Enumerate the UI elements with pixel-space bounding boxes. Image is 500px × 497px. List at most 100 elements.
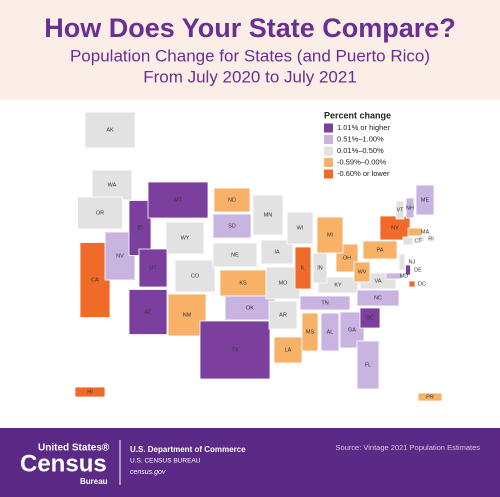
state-shape [417,392,443,402]
state-label: TX [231,347,238,353]
state-label: OR [96,210,104,216]
department: U.S. Department of Commerce [130,445,246,454]
header-background [0,0,500,100]
state-shape [408,280,416,288]
state-label: HI [87,389,93,395]
state-label: NY [391,225,399,231]
state-shape [199,320,271,380]
state-label: NM [183,312,192,318]
state-label: ME [421,197,430,203]
state-shape [320,312,340,352]
state-label: ND [228,197,236,203]
state-shape [212,242,258,268]
state-shape [286,211,314,245]
subtitle: Population Change for States (and Puerto… [70,46,430,65]
state-label: NH [406,205,414,211]
state-label: NE [231,252,239,258]
state-shape [128,289,168,335]
state-label: CT [414,238,422,244]
state-label: MI [327,232,334,238]
state-shape [294,246,312,290]
state-shape [268,300,298,330]
state-label: NC [374,295,382,301]
state-shape [174,259,216,293]
state-label: IA [274,249,280,255]
state-label: RI [428,236,434,242]
website[interactable]: census.gov [130,469,166,476]
state-shape [379,215,411,241]
state-label: VT [396,207,404,213]
state-shape [415,184,435,216]
state-label: WY [181,235,190,241]
state-label: CO [191,273,200,279]
state-label: LA [285,347,292,353]
state-shape [395,200,405,220]
state-shape [147,181,209,219]
state-label: CA [91,277,99,283]
state-shape [405,197,415,219]
state-shape [407,227,423,237]
state-label: FL [365,362,371,368]
legend-label: -0.60% or lower [337,169,390,178]
state-label: OK [246,305,254,311]
state-label: MT [174,197,183,203]
state-label: SC [366,315,374,321]
state-label: SD [228,223,236,229]
state-shape [317,276,359,294]
state-shape [301,312,319,352]
legend-swatch [324,135,333,144]
legend-swatch [324,158,333,167]
state-shape [91,169,133,201]
state-label: PA [377,247,384,253]
state-shape [316,216,344,254]
state-label: DE [414,267,422,273]
state-shape [213,187,251,213]
state-label: ID [137,225,143,231]
state-label: MD [400,273,409,279]
state-shape [362,240,398,260]
state-label: AK [106,127,114,133]
state-shape [417,235,425,243]
state-shape [212,213,252,239]
state-label: GA [348,327,356,333]
state-label: NV [116,253,124,259]
state-label: OH [343,255,351,261]
state-shape [359,307,381,329]
legend-title: Percent change [324,110,391,120]
legend-label: -0.59%–0.00% [337,157,387,166]
legend-label: 1.01% or higher [337,123,390,132]
logo-bottom: Bureau [80,477,108,486]
state-label: WA [108,182,117,188]
logo-top: United States® [38,443,110,454]
legend-swatch [324,169,333,179]
legend-label: 0.01%–0.50% [337,146,384,155]
state-label: PR [426,394,434,400]
state-label: IN [317,265,323,271]
logo-main: Census [20,450,107,477]
legend-swatch [324,146,333,156]
state-label: MN [264,212,273,218]
bureau: U.S. CENSUS BUREAU [130,458,201,465]
state-shape [398,253,406,271]
state-shape [405,264,411,276]
state-shape [299,295,351,311]
state-shape [252,194,284,236]
state-label: AZ [144,309,152,315]
state-label: DC [418,281,426,287]
state-label: WV [358,269,367,275]
legend-swatch [324,123,333,133]
state-label: MS [306,329,315,335]
state-shape [138,248,168,288]
state-label: WI [297,225,304,231]
state-label: MA [421,229,430,235]
state-label: UT [149,265,157,271]
state-label: NJ [409,259,416,265]
state-shape [77,196,123,230]
source: Source: Vintage 2021 Population Estimate… [335,443,480,452]
state-shape [74,386,106,398]
state-shape [353,261,371,283]
state-shape [385,272,403,280]
state-shape [84,111,136,149]
